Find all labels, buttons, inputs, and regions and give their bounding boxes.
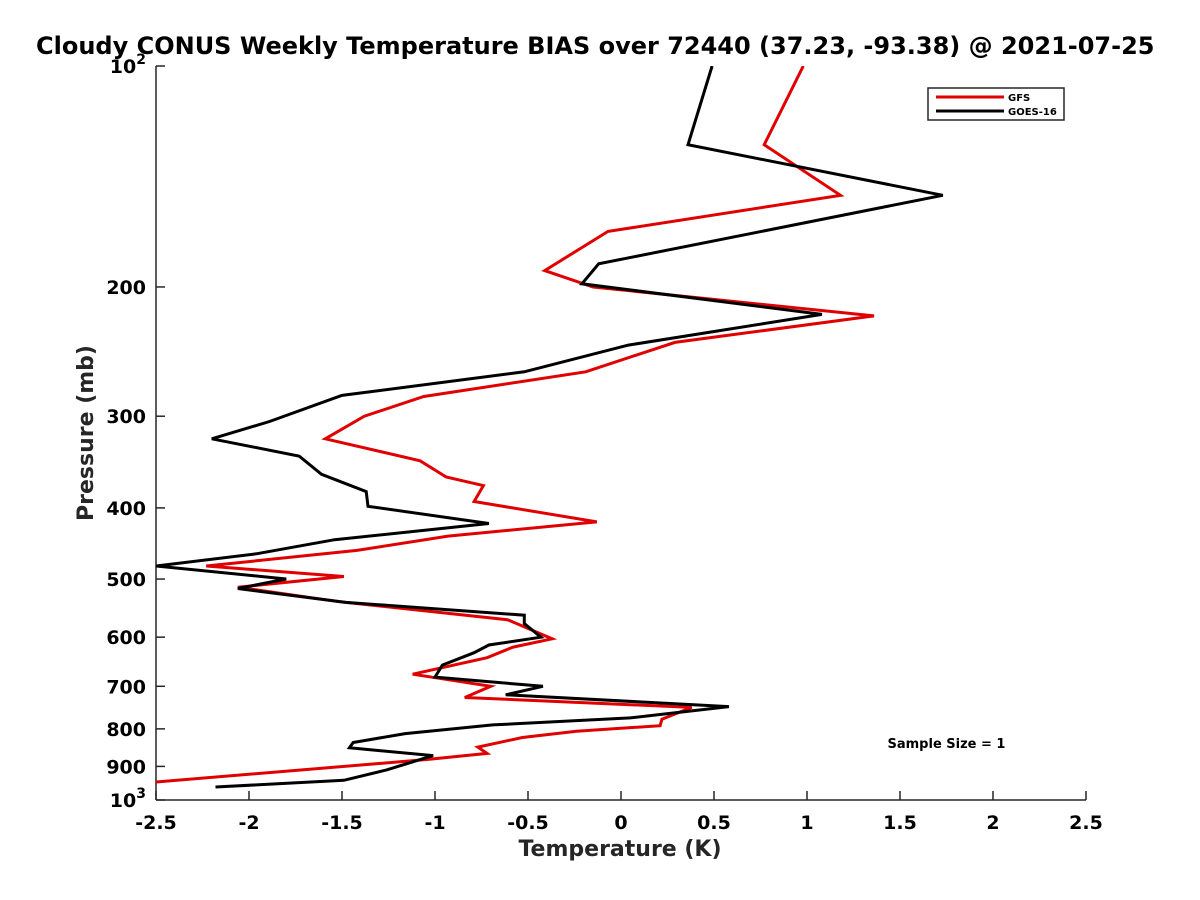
x-tick-label: 2.5 — [1069, 812, 1103, 834]
y-tick-label: 800 — [106, 719, 146, 741]
x-tick-label: -1.5 — [321, 812, 363, 834]
y-axis-label: Pressure (mb) — [74, 345, 99, 521]
x-tick-label: 0 — [614, 812, 627, 834]
x-tick-label: 1 — [800, 812, 813, 834]
legend: GFS GOES-16 — [927, 87, 1065, 121]
x-tick-label: -2.5 — [135, 812, 177, 834]
y-tick-label: 300 — [106, 406, 146, 428]
y-tick-label: 103 — [110, 786, 146, 812]
legend-label: GFS — [1008, 93, 1030, 104]
y-tick-label: 102 — [110, 52, 146, 78]
y-tick-label: 600 — [106, 627, 146, 649]
x-tick-label: -0.5 — [507, 812, 549, 834]
legend-box — [927, 87, 1065, 121]
x-axis-label: Temperature (K) — [518, 837, 721, 862]
x-tick-label: 0.5 — [697, 812, 731, 834]
x-tick-label: 2 — [986, 812, 999, 834]
legend-label: GOES-16 — [1008, 107, 1057, 118]
x-tick-label: -2 — [238, 812, 259, 834]
plot-area: -2.5 -2 -1.5 -1 -0.5 0 0.5 1 1.5 2 2.5 102 200 300 40… — [106, 52, 1103, 834]
x-ticks: -2.5 -2 -1.5 -1 -0.5 0 0.5 1 1.5 2 2.5 — [135, 791, 1103, 834]
annotations: Sample Size = 1 — [888, 737, 1006, 752]
y-tick-label: 400 — [106, 498, 146, 520]
y-tick-label: 900 — [106, 756, 146, 778]
chart-title: Cloudy CONUS Weekly Temperature BIAS ove… — [36, 32, 1154, 60]
y-ticks: 102 200 300 400 500 600 700 800 900 103 — [106, 52, 165, 812]
y-tick-label: 700 — [106, 676, 146, 698]
sample-size-annotation: Sample Size = 1 — [888, 737, 1006, 752]
series-line-goes-16 — [156, 66, 944, 789]
x-tick-label: 1.5 — [883, 812, 917, 834]
y-tick-label: 200 — [106, 277, 146, 299]
series-layer — [156, 66, 944, 789]
x-tick-label: -1 — [424, 812, 445, 834]
series-line-gfs — [156, 66, 875, 784]
y-tick-label: 500 — [106, 569, 146, 591]
